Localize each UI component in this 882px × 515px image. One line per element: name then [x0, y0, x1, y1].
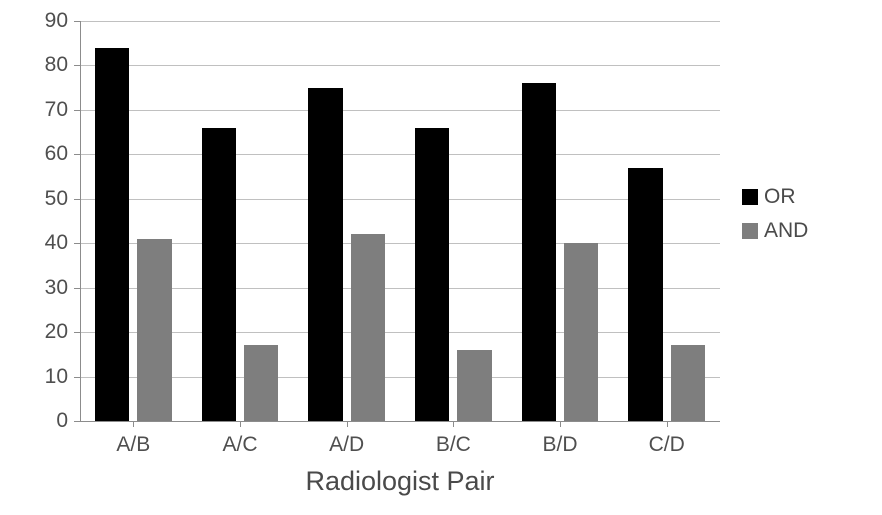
gridline	[80, 377, 720, 378]
x-category-label: B/D	[542, 433, 577, 457]
bar-or	[308, 88, 343, 421]
y-axis-line	[80, 21, 81, 421]
x-tick-mark	[240, 421, 241, 427]
x-category-label: A/B	[116, 433, 150, 457]
x-category-label: A/D	[329, 433, 364, 457]
bar-or	[95, 48, 130, 421]
bar-or	[628, 168, 663, 421]
bar-or	[522, 83, 557, 421]
y-tick-label: 50	[18, 187, 68, 211]
y-tick-label: 60	[18, 142, 68, 166]
x-axis-line	[80, 421, 720, 422]
plot-area: 0102030405060708090A/BA/CA/DB/CB/DC/DRad…	[80, 20, 721, 421]
x-tick-mark	[133, 421, 134, 427]
legend: OR AND	[742, 185, 808, 253]
bar-and	[671, 345, 706, 421]
legend-swatch	[742, 223, 758, 239]
bar-and	[457, 350, 492, 421]
y-tick-label: 90	[18, 9, 68, 33]
gridline	[80, 154, 720, 155]
gridline	[80, 243, 720, 244]
y-tick-label: 30	[18, 276, 68, 300]
gridline	[80, 288, 720, 289]
x-tick-mark	[453, 421, 454, 427]
legend-swatch	[742, 189, 758, 205]
legend-item: OR	[742, 185, 808, 209]
bar-or	[202, 128, 237, 421]
y-tick-label: 0	[18, 409, 68, 433]
bar-and	[137, 239, 172, 421]
bar-and	[244, 345, 279, 421]
x-axis-title: Radiologist Pair	[80, 466, 720, 497]
x-category-label: B/C	[436, 433, 471, 457]
y-tick-label: 10	[18, 365, 68, 389]
bar-chart: 0 10 20 30 40 50 60 70 80 90 A/B A/C A/D B/C B/D C/D Rad…	[0, 0, 882, 515]
y-tick-label: 80	[18, 53, 68, 77]
gridline	[80, 332, 720, 333]
gridline	[80, 110, 720, 111]
gridline	[80, 65, 720, 66]
legend-label: OR	[764, 185, 796, 209]
gridline	[80, 199, 720, 200]
gridline	[80, 21, 720, 22]
x-tick-mark	[347, 421, 348, 427]
legend-item: AND	[742, 219, 808, 243]
x-category-label: A/C	[222, 433, 257, 457]
x-tick-mark	[667, 421, 668, 427]
y-tick-label: 20	[18, 320, 68, 344]
legend-label: AND	[764, 219, 808, 243]
y-tick-label: 70	[18, 98, 68, 122]
bar-or	[415, 128, 450, 421]
x-tick-mark	[560, 421, 561, 427]
bar-and	[564, 243, 599, 421]
x-category-label: C/D	[649, 433, 685, 457]
bar-and	[351, 234, 386, 421]
y-tick-label: 40	[18, 231, 68, 255]
